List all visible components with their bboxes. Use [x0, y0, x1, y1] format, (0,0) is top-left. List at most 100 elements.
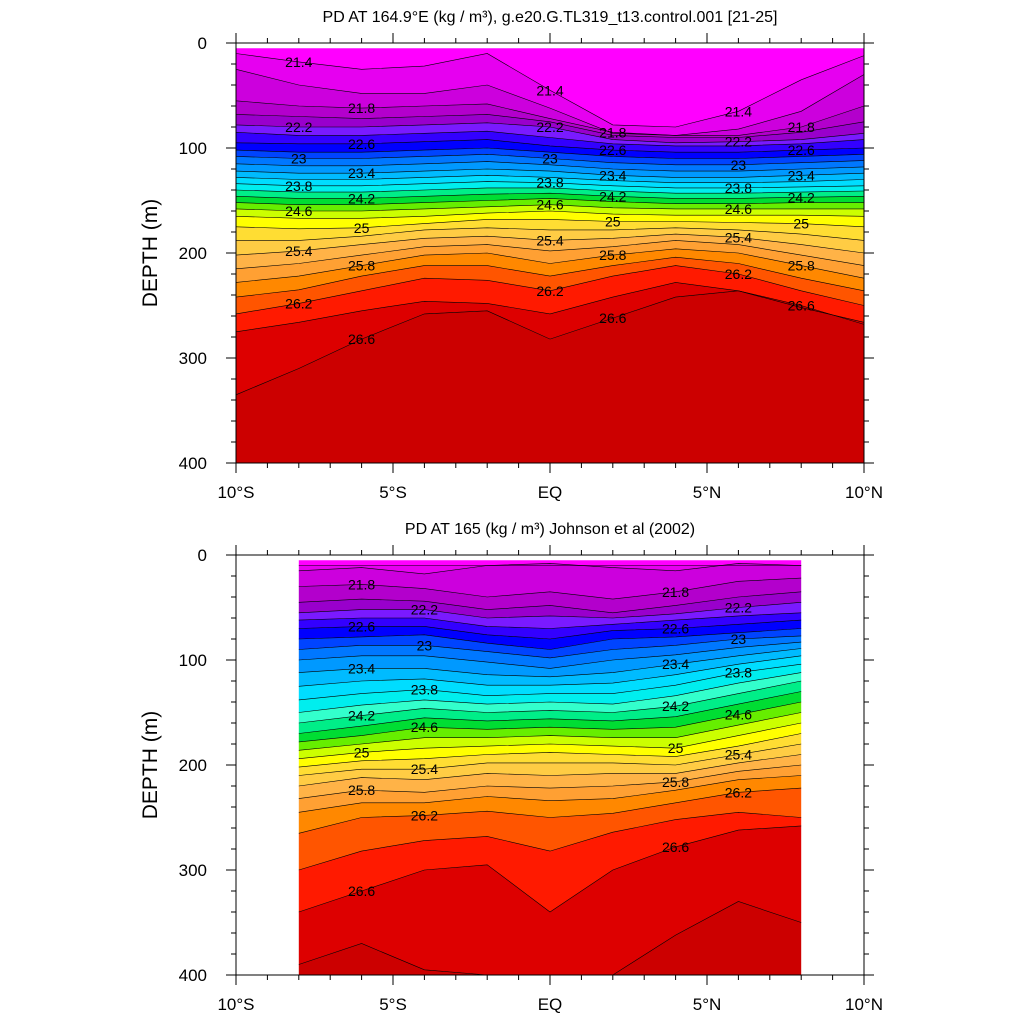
x-tick-label: 10°S: [217, 995, 254, 1014]
contour-line: [235, 282, 865, 333]
contour-band: [236, 234, 864, 269]
contour-label: 21.8: [348, 576, 375, 592]
contour-label: 23: [731, 631, 747, 647]
contour-line: [298, 655, 802, 687]
contour-line: [298, 663, 802, 701]
contour-band: [298, 635, 802, 669]
contour-label: 22.2: [725, 600, 752, 616]
contour-label: 25.8: [662, 774, 689, 790]
contour-band: [236, 204, 864, 219]
y-tick-label: 200: [179, 756, 207, 775]
contour-label: 26.6: [348, 331, 375, 347]
contour-line: [235, 181, 865, 189]
contour-label: 25: [605, 214, 621, 230]
contour-label: 21.4: [536, 82, 563, 98]
contour-label: 24.2: [348, 190, 375, 206]
contour-label: 23: [417, 637, 433, 653]
contour-label: 23.8: [285, 178, 312, 194]
contour-band: [236, 154, 864, 172]
x-tick-label: 5°N: [693, 995, 722, 1014]
contour-line: [235, 122, 865, 144]
contour-line: [298, 619, 802, 640]
contour-label: 25.4: [725, 229, 752, 245]
contour-line: [235, 174, 865, 183]
contour-label: 23.8: [725, 665, 752, 681]
contour-line: [298, 628, 802, 650]
contour-line: [298, 563, 802, 575]
y-tick-label: 400: [179, 454, 207, 473]
contour-label: 21.8: [348, 100, 375, 116]
contour-band: [298, 754, 802, 799]
contour-label: 21.8: [599, 124, 626, 140]
contour-label: 22.6: [599, 142, 626, 158]
contour-band: [236, 227, 864, 256]
contour-band: [298, 602, 802, 629]
panel-observations: PD AT 165 (kg / m³) Johnson et al (2002)…: [139, 521, 883, 1014]
contour-band: [298, 901, 802, 975]
contour-line: [235, 161, 865, 172]
contour-line: [235, 147, 865, 159]
contour-label: 26.2: [285, 295, 312, 311]
contour-label: 25.8: [599, 247, 626, 263]
contour-line: [298, 764, 802, 799]
y-tick-label: 0: [198, 34, 207, 53]
contour-band: [298, 664, 802, 713]
contour-label: 25.8: [348, 782, 375, 798]
contour-line: [298, 591, 802, 614]
contour-line: [298, 775, 802, 813]
contour-band: [236, 53, 864, 136]
contour-band: [298, 655, 802, 700]
contour-line: [298, 722, 802, 759]
contour-line: [298, 787, 802, 834]
y-tick-label: 300: [179, 349, 207, 368]
contour-label: 22.6: [662, 621, 689, 637]
contour-label: 23.8: [411, 681, 438, 697]
contour-label: 23.4: [788, 167, 815, 183]
contour-label: 25.4: [536, 232, 563, 248]
contour-band: [298, 563, 802, 574]
contour-line: [235, 187, 865, 194]
contour-line: [235, 210, 865, 219]
contour-line: [298, 672, 802, 713]
contour-band: [298, 812, 802, 912]
contour-band: [236, 257, 864, 314]
contour-label: 25.8: [788, 258, 815, 274]
contour-band: [298, 620, 802, 650]
contour-band: [236, 161, 864, 178]
contour-label: 23.4: [599, 167, 626, 183]
contour-label: 24.6: [725, 201, 752, 217]
contour-line: [235, 198, 864, 205]
x-tick-label: EQ: [538, 995, 563, 1014]
contour-band: [298, 788, 802, 870]
y-axis-label: DEPTH (m): [139, 199, 162, 308]
contour-line: [298, 635, 802, 659]
contour-band: [298, 681, 802, 734]
contour-band: [236, 114, 864, 143]
contour-line: [235, 233, 865, 256]
contour-band: [298, 560, 802, 566]
contour-label: 25: [354, 220, 370, 236]
contour-band: [236, 290, 864, 463]
contour-band: [298, 825, 802, 975]
contour-label: 26.6: [348, 883, 375, 899]
contour-line: [235, 256, 865, 298]
y-tick-label: 0: [198, 546, 207, 565]
contour-line: [235, 130, 865, 147]
y-tick-label: 100: [179, 651, 207, 670]
contour-line: [235, 192, 865, 199]
contour-label: 23: [542, 151, 558, 167]
contour-band: [236, 248, 864, 298]
x-tick-label: EQ: [538, 483, 563, 502]
y-tick-label: 200: [179, 244, 207, 263]
contour-label: 22.6: [348, 618, 375, 634]
contour-label: 25: [793, 216, 809, 232]
contour-line: [298, 641, 802, 669]
contour-label: 24.2: [599, 188, 626, 204]
contour-line: [298, 733, 802, 768]
contour-line: [235, 69, 865, 136]
contour-line: [298, 811, 802, 871]
contour-label: 21.4: [725, 103, 752, 119]
contour-line: [235, 53, 865, 128]
contour-band: [298, 691, 802, 742]
contour-line: [298, 602, 802, 619]
